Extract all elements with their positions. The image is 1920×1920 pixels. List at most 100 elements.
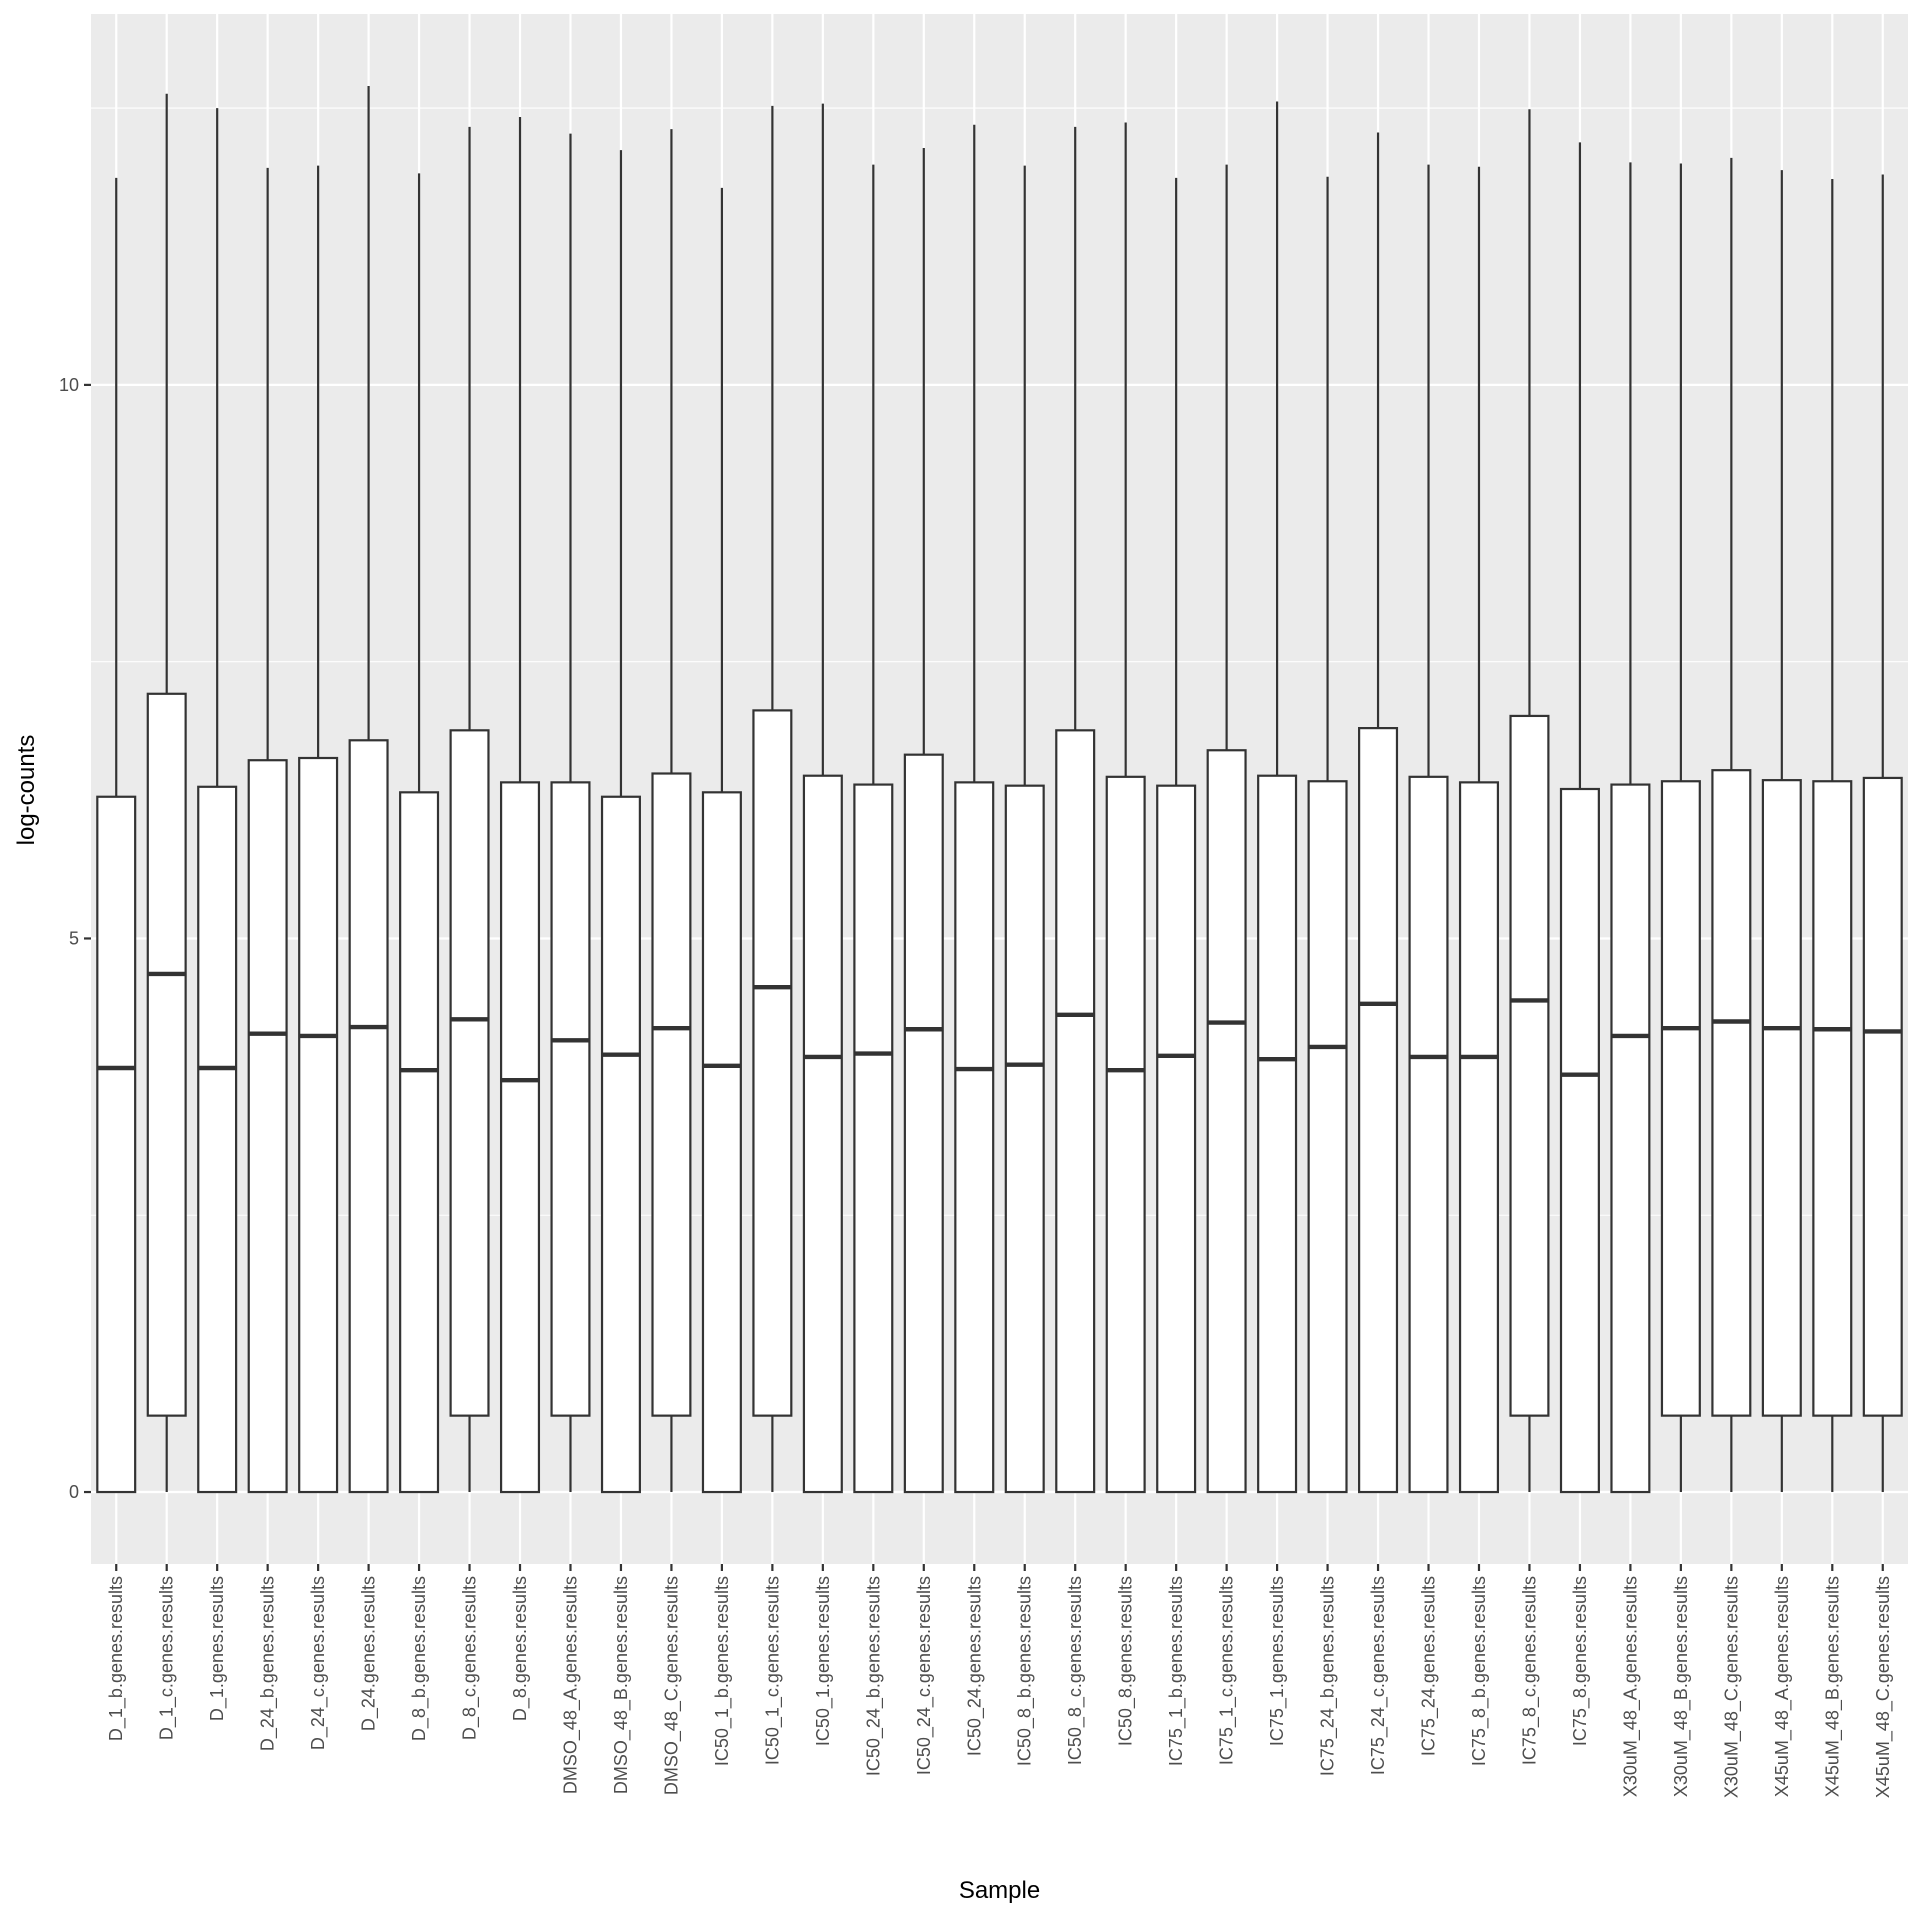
x-tick-label: IC75_24_b.genes.results [1318, 1576, 1339, 1776]
box-iqr [853, 783, 894, 1494]
box-iqr [1206, 749, 1247, 1494]
box-iqr [96, 795, 137, 1494]
y-tick-label: 0 [69, 1482, 79, 1502]
box-1 [96, 177, 137, 1494]
x-tick-label: IC75_24_c.genes.results [1368, 1576, 1389, 1775]
box-35 [1812, 178, 1853, 1493]
box-iqr [1862, 776, 1903, 1417]
box-iqr [701, 791, 742, 1494]
box-27 [1408, 164, 1449, 1494]
box-16 [853, 164, 894, 1494]
box-iqr [1408, 775, 1449, 1494]
box-iqr [1812, 780, 1853, 1417]
x-tick-label: D_24_c.genes.results [308, 1576, 329, 1750]
x-tick-label: IC75_8_c.genes.results [1519, 1576, 1540, 1765]
x-tick-label: IC50_24_c.genes.results [914, 1576, 935, 1775]
box-11 [600, 150, 641, 1494]
x-tick-label: D_8.genes.results [510, 1576, 531, 1721]
x-tick-label: D_8_c.genes.results [460, 1576, 481, 1740]
x-tick-label: X45uM_48_B.genes.results [1822, 1576, 1843, 1797]
x-tick-label: IC75_8.genes.results [1570, 1576, 1591, 1746]
box-iqr [348, 739, 389, 1494]
box-18 [954, 124, 995, 1494]
x-tick-label: IC75_24.genes.results [1419, 1576, 1440, 1756]
box-13 [701, 187, 742, 1494]
box-iqr [1509, 714, 1550, 1417]
box-31 [1610, 162, 1651, 1494]
box-33 [1711, 157, 1752, 1493]
box-6 [348, 85, 389, 1494]
box-iqr [1105, 775, 1146, 1494]
box-32 [1660, 163, 1701, 1493]
box-2 [146, 93, 187, 1493]
box-21 [1105, 122, 1146, 1494]
box-iqr [550, 781, 591, 1417]
x-tick-label: IC50_1_c.genes.results [762, 1576, 783, 1765]
x-tick-label: D_1_c.genes.results [157, 1576, 178, 1740]
x-tick-label: X45uM_48_C.genes.results [1873, 1576, 1894, 1798]
x-tick-label: X30uM_48_B.genes.results [1671, 1576, 1692, 1797]
plot-panel [91, 14, 1908, 1564]
x-tick-label: IC50_8_c.genes.results [1065, 1576, 1086, 1765]
x-axis-title: Sample [959, 1877, 1040, 1904]
box-iqr [1610, 783, 1651, 1494]
box-iqr [1660, 780, 1701, 1417]
x-tick-label: D_8_b.genes.results [409, 1576, 430, 1741]
box-iqr [146, 692, 187, 1417]
box-17 [903, 147, 944, 1494]
x-tick-label: IC50_1_b.genes.results [712, 1576, 733, 1766]
x-tick-label: X30uM_48_A.genes.results [1620, 1576, 1641, 1797]
x-tick-label: DMSO_48_B.genes.results [611, 1576, 632, 1794]
box-3 [197, 108, 238, 1494]
x-tick-label: IC50_8.genes.results [1116, 1576, 1137, 1746]
box-iqr [399, 791, 440, 1494]
box-iqr [1559, 787, 1600, 1494]
box-36 [1862, 174, 1903, 1493]
box-29 [1509, 109, 1550, 1493]
box-iqr [247, 759, 288, 1494]
x-tick-label: DMSO_48_A.genes.results [560, 1576, 581, 1794]
y-axis-title: log-counts [13, 735, 40, 846]
box-34 [1761, 170, 1802, 1493]
x-axis: D_1_b.genes.results D_1_c.genes.results D_… [106, 1564, 1894, 1798]
box-26 [1358, 132, 1399, 1494]
box-iqr [1004, 784, 1045, 1494]
box-10 [550, 133, 591, 1493]
box-22 [1156, 177, 1197, 1494]
box-iqr [499, 781, 541, 1494]
box-iqr [449, 729, 490, 1417]
box-iqr [903, 753, 944, 1494]
y-axis: 0 5 10 [59, 375, 91, 1502]
box-iqr [1761, 779, 1802, 1417]
x-tick-label: IC75_1_b.genes.results [1166, 1576, 1187, 1766]
box-iqr [1257, 774, 1298, 1494]
x-tick-label: IC75_1_c.genes.results [1217, 1576, 1238, 1765]
x-tick-label: D_24_b.genes.results [258, 1576, 279, 1751]
box-iqr [1307, 780, 1348, 1494]
x-tick-label: IC50_24.genes.results [964, 1576, 985, 1756]
x-tick-label: DMSO_48_C.genes.results [661, 1576, 682, 1795]
box-iqr [954, 781, 995, 1494]
box-8 [449, 126, 490, 1493]
x-tick-label: D_1_b.genes.results [106, 1576, 127, 1741]
x-tick-label: D_24.genes.results [359, 1576, 380, 1731]
box-iqr [298, 756, 339, 1494]
x-tick-label: X30uM_48_C.genes.results [1721, 1576, 1742, 1798]
box-30 [1559, 142, 1600, 1494]
box-24 [1257, 101, 1298, 1494]
box-iqr [651, 772, 692, 1417]
box-iqr [1055, 729, 1096, 1494]
box-iqr [1358, 727, 1399, 1494]
box-iqr [600, 795, 641, 1494]
box-4 [247, 167, 288, 1494]
box-15 [802, 103, 843, 1494]
x-tick-label: X45uM_48_A.genes.results [1772, 1576, 1793, 1797]
box-iqr [1711, 769, 1752, 1417]
box-25 [1307, 176, 1348, 1494]
x-tick-label: IC50_24_b.genes.results [863, 1576, 884, 1776]
box-23 [1206, 164, 1247, 1494]
boxes [96, 85, 1903, 1494]
box-5 [298, 165, 339, 1494]
y-tick-label: 10 [59, 375, 79, 395]
